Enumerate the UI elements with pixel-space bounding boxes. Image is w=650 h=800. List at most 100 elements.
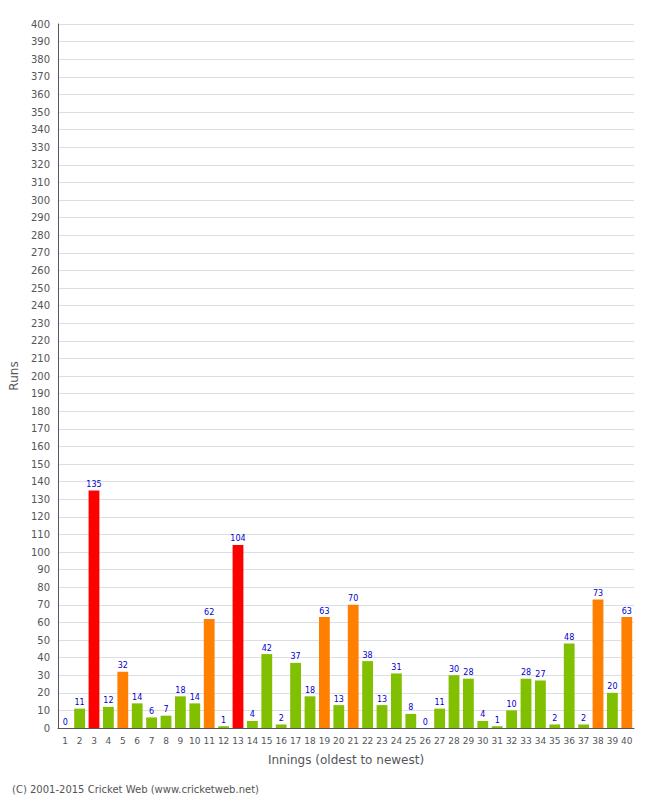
svg-text:80: 80 bbox=[37, 582, 50, 593]
svg-text:400: 400 bbox=[31, 19, 50, 30]
svg-text:150: 150 bbox=[31, 459, 50, 470]
svg-text:26: 26 bbox=[419, 736, 431, 746]
svg-text:37: 37 bbox=[578, 736, 589, 746]
svg-text:42: 42 bbox=[262, 644, 272, 653]
svg-text:30: 30 bbox=[449, 665, 459, 674]
svg-text:62: 62 bbox=[204, 608, 214, 617]
svg-text:1: 1 bbox=[495, 716, 500, 725]
svg-text:18: 18 bbox=[175, 686, 185, 695]
svg-text:34: 34 bbox=[535, 736, 547, 746]
svg-text:22: 22 bbox=[362, 736, 373, 746]
svg-text:220: 220 bbox=[31, 335, 50, 346]
svg-text:32: 32 bbox=[118, 661, 128, 670]
svg-text:7: 7 bbox=[163, 705, 168, 714]
svg-text:360: 360 bbox=[31, 89, 50, 100]
svg-text:31: 31 bbox=[491, 736, 502, 746]
svg-text:380: 380 bbox=[31, 54, 50, 65]
svg-text:70: 70 bbox=[348, 594, 358, 603]
svg-text:Innings (oldest to newest): Innings (oldest to newest) bbox=[268, 753, 424, 767]
svg-text:135: 135 bbox=[86, 480, 101, 489]
svg-text:340: 340 bbox=[31, 124, 50, 135]
svg-text:28: 28 bbox=[521, 668, 531, 677]
svg-text:16: 16 bbox=[275, 736, 287, 746]
svg-text:28: 28 bbox=[448, 736, 460, 746]
svg-text:32: 32 bbox=[506, 736, 517, 746]
svg-text:37: 37 bbox=[291, 652, 301, 661]
svg-text:18: 18 bbox=[304, 736, 316, 746]
svg-text:63: 63 bbox=[319, 607, 329, 616]
svg-text:330: 330 bbox=[31, 142, 50, 153]
svg-text:270: 270 bbox=[31, 247, 50, 258]
svg-text:21: 21 bbox=[347, 736, 358, 746]
svg-text:40: 40 bbox=[37, 652, 50, 663]
svg-text:11: 11 bbox=[435, 698, 445, 707]
svg-text:390: 390 bbox=[31, 36, 50, 47]
svg-text:2: 2 bbox=[552, 714, 557, 723]
svg-text:31: 31 bbox=[391, 663, 401, 672]
svg-text:210: 210 bbox=[31, 353, 50, 364]
svg-text:90: 90 bbox=[37, 564, 50, 575]
svg-text:6: 6 bbox=[134, 736, 140, 746]
svg-text:20: 20 bbox=[607, 682, 617, 691]
svg-text:250: 250 bbox=[31, 283, 50, 294]
svg-text:24: 24 bbox=[391, 736, 403, 746]
svg-text:8: 8 bbox=[163, 736, 169, 746]
svg-text:170: 170 bbox=[31, 423, 50, 434]
svg-text:160: 160 bbox=[31, 441, 50, 452]
svg-text:10: 10 bbox=[37, 705, 50, 716]
svg-text:36: 36 bbox=[563, 736, 575, 746]
svg-text:300: 300 bbox=[31, 195, 50, 206]
svg-text:19: 19 bbox=[319, 736, 331, 746]
svg-text:13: 13 bbox=[377, 695, 387, 704]
svg-text:12: 12 bbox=[103, 696, 113, 705]
svg-text:190: 190 bbox=[31, 388, 50, 399]
svg-text:290: 290 bbox=[31, 212, 50, 223]
svg-text:11: 11 bbox=[203, 736, 214, 746]
svg-text:13: 13 bbox=[232, 736, 243, 746]
svg-text:6: 6 bbox=[149, 707, 154, 716]
svg-text:30: 30 bbox=[477, 736, 489, 746]
svg-text:1: 1 bbox=[62, 736, 68, 746]
svg-text:200: 200 bbox=[31, 371, 50, 382]
svg-text:350: 350 bbox=[31, 107, 50, 118]
svg-text:23: 23 bbox=[376, 736, 387, 746]
svg-text:73: 73 bbox=[593, 589, 603, 598]
svg-text:0: 0 bbox=[63, 718, 68, 727]
svg-text:27: 27 bbox=[535, 670, 545, 679]
svg-text:14: 14 bbox=[132, 693, 142, 702]
svg-text:130: 130 bbox=[31, 494, 50, 505]
svg-text:18: 18 bbox=[305, 686, 315, 695]
svg-text:40: 40 bbox=[621, 736, 633, 746]
svg-text:20: 20 bbox=[37, 687, 50, 698]
svg-text:320: 320 bbox=[31, 159, 50, 170]
svg-text:70: 70 bbox=[37, 599, 50, 610]
svg-text:140: 140 bbox=[31, 476, 50, 487]
svg-text:2: 2 bbox=[581, 714, 586, 723]
svg-text:(C) 2001-2015 Cricket Web (www: (C) 2001-2015 Cricket Web (www.cricketwe… bbox=[12, 784, 259, 795]
svg-text:0: 0 bbox=[44, 723, 50, 734]
svg-text:12: 12 bbox=[218, 736, 229, 746]
svg-text:0: 0 bbox=[423, 718, 428, 727]
svg-text:13: 13 bbox=[334, 695, 344, 704]
svg-text:25: 25 bbox=[405, 736, 416, 746]
svg-text:15: 15 bbox=[261, 736, 272, 746]
svg-text:240: 240 bbox=[31, 300, 50, 311]
svg-text:4: 4 bbox=[106, 736, 112, 746]
svg-text:4: 4 bbox=[250, 710, 255, 719]
svg-text:14: 14 bbox=[190, 693, 200, 702]
svg-text:4: 4 bbox=[480, 710, 485, 719]
svg-text:11: 11 bbox=[75, 698, 85, 707]
svg-text:280: 280 bbox=[31, 230, 50, 241]
svg-text:7: 7 bbox=[149, 736, 155, 746]
svg-text:8: 8 bbox=[408, 703, 413, 712]
svg-text:2: 2 bbox=[279, 714, 284, 723]
svg-text:38: 38 bbox=[363, 651, 373, 660]
svg-text:48: 48 bbox=[564, 633, 574, 642]
svg-text:60: 60 bbox=[37, 617, 50, 628]
svg-text:35: 35 bbox=[549, 736, 560, 746]
svg-text:39: 39 bbox=[607, 736, 619, 746]
svg-text:29: 29 bbox=[463, 736, 475, 746]
svg-text:104: 104 bbox=[230, 534, 245, 543]
svg-text:38: 38 bbox=[592, 736, 604, 746]
svg-text:1: 1 bbox=[221, 716, 226, 725]
